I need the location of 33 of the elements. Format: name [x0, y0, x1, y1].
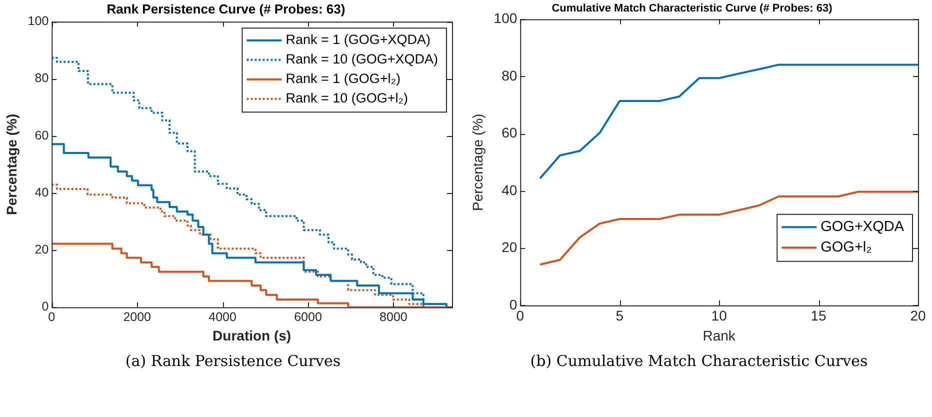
x-tick-label: 10	[711, 308, 728, 324]
x-tick-label: 2000	[123, 310, 152, 324]
y-tick-label: 0	[509, 296, 518, 312]
chart-title: Rank Persistence Curve (# Probes: 63)	[106, 1, 346, 16]
legend-label: Rank = 1 (GOG+l₂)	[286, 71, 400, 86]
legend-label: GOG+XQDA	[820, 219, 904, 236]
x-tick-label: 6000	[294, 310, 322, 324]
legend-label: Rank = 1 (GOG+XQDA)	[286, 32, 430, 48]
y-tick-label: 60	[502, 124, 518, 141]
x-tick-label: 15	[810, 308, 827, 324]
y-axis-title: Percentage (%)	[469, 114, 486, 211]
y-tick-label: 80	[502, 67, 518, 84]
y-tick-label: 20	[502, 239, 518, 256]
legend-label: GOG+l₂	[820, 240, 872, 256]
x-tick-label: 20	[910, 308, 926, 324]
legend-label: Rank = 10 (GOG+l₂)	[286, 90, 408, 106]
y-tick-label: 60	[34, 128, 49, 142]
y-tick-label: 40	[502, 182, 518, 198]
x-tick-label: 5	[616, 308, 624, 324]
text: (a) Rank Persistence Curves	[124, 352, 342, 370]
legend-label: Rank = 10 (GOG+XQDA)	[286, 52, 438, 67]
chart-title: Cumulative Match Characteristic Curve (# Probes: 63)	[552, 2, 833, 15]
x-axis-title: Duration (s)	[212, 327, 292, 344]
x-axis-title: Rank	[702, 327, 736, 344]
y-tick-label: 100	[28, 14, 49, 28]
x-tick-label: 8000	[380, 310, 408, 324]
text: (b) Cumulative Match Characteristic Curves	[529, 352, 869, 370]
y-tick-label: 100	[494, 10, 518, 26]
y-tick-label: 40	[34, 185, 49, 200]
x-tick-label: 4000	[208, 310, 237, 324]
y-axis-title: Percentage (%)	[3, 114, 20, 215]
y-tick-label: 20	[34, 242, 49, 257]
y-tick-label: 80	[34, 71, 49, 86]
